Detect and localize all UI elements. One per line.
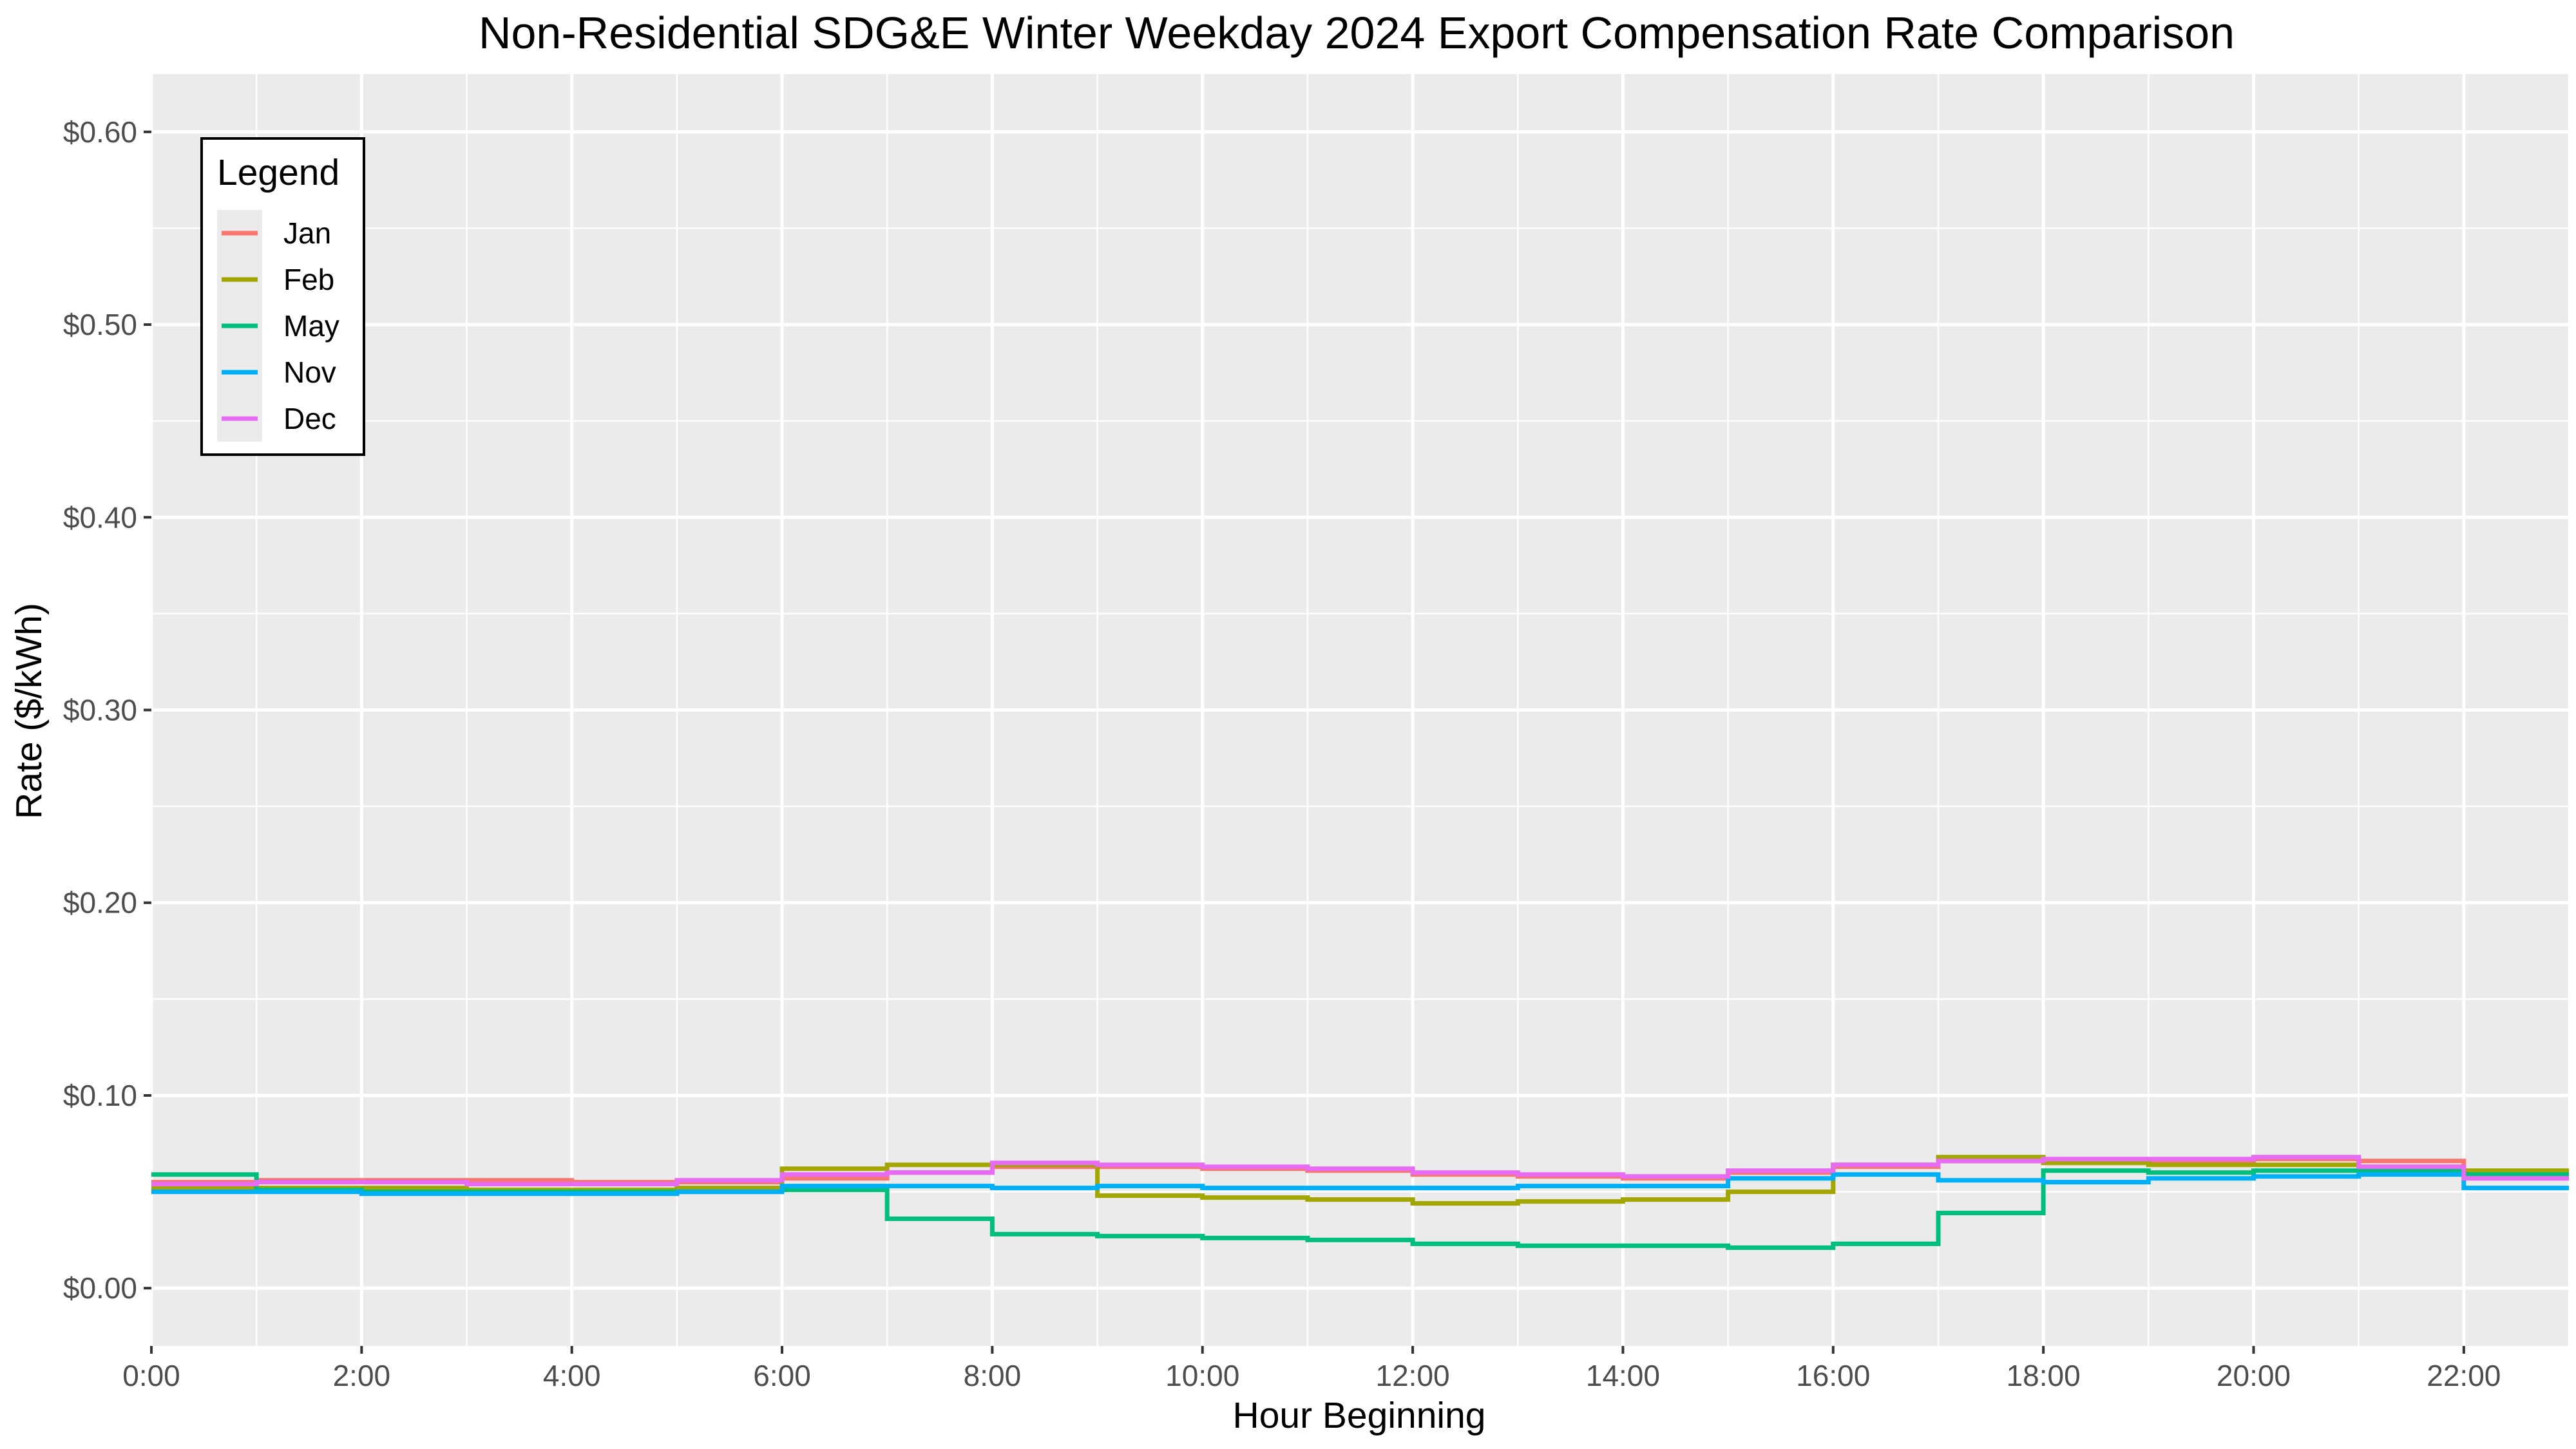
x-tick-label: 22:00 (2427, 1359, 2501, 1392)
x-tick-label: 2:00 (333, 1359, 391, 1392)
legend: Legend Jan Feb May Nov Dec (200, 137, 365, 456)
y-tick-label: $0.30 (63, 694, 137, 727)
series-line-nov (151, 1172, 2569, 1197)
series-lines (151, 1155, 2569, 1250)
legend-label-nov: Nov (283, 355, 336, 389)
y-tick-label: $0.10 (63, 1079, 137, 1112)
y-axis-label: Rate ($/kWh) (8, 603, 50, 819)
x-tick-label: 4:00 (543, 1359, 601, 1392)
y-tick-label: $0.40 (63, 500, 137, 534)
y-axis: $0.00 $0.10 $0.20 $0.30 $0.40 $0.50 $0.60 (63, 115, 151, 1305)
x-tick-label: 8:00 (964, 1359, 1022, 1392)
x-tick-label: 18:00 (2007, 1359, 2081, 1392)
legend-label-jan: Jan (283, 216, 331, 250)
x-tick-label: 12:00 (1376, 1359, 1450, 1392)
y-tick-label: $0.00 (63, 1271, 137, 1305)
y-tick-label: $0.50 (63, 308, 137, 341)
legend-label-feb: Feb (283, 263, 334, 296)
x-tick-label: 14:00 (1586, 1359, 1660, 1392)
y-tick-label: $0.60 (63, 115, 137, 149)
x-tick-label: 10:00 (1165, 1359, 1239, 1392)
x-axis: 0:00 2:00 4:00 6:00 8:00 10:00 12:00 14:00 16:00… (122, 1346, 2501, 1392)
chart-title: Non-Residential SDG&E Winter Weekday 202… (479, 8, 2235, 58)
legend-label-dec: Dec (283, 402, 336, 435)
x-tick-label: 6:00 (753, 1359, 811, 1392)
series-line-dec (151, 1155, 2569, 1187)
x-axis-label: Hour Beginning (1233, 1395, 1486, 1436)
x-tick-label: 0:00 (122, 1359, 180, 1392)
series-line-feb (151, 1155, 2569, 1206)
grid-lines (149, 74, 2570, 1346)
legend-title: Legend (217, 152, 339, 193)
x-tick-label: 20:00 (2217, 1359, 2291, 1392)
legend-label-may: May (283, 309, 339, 343)
y-tick-label: $0.20 (63, 886, 137, 920)
x-tick-label: 16:00 (1796, 1359, 1870, 1392)
